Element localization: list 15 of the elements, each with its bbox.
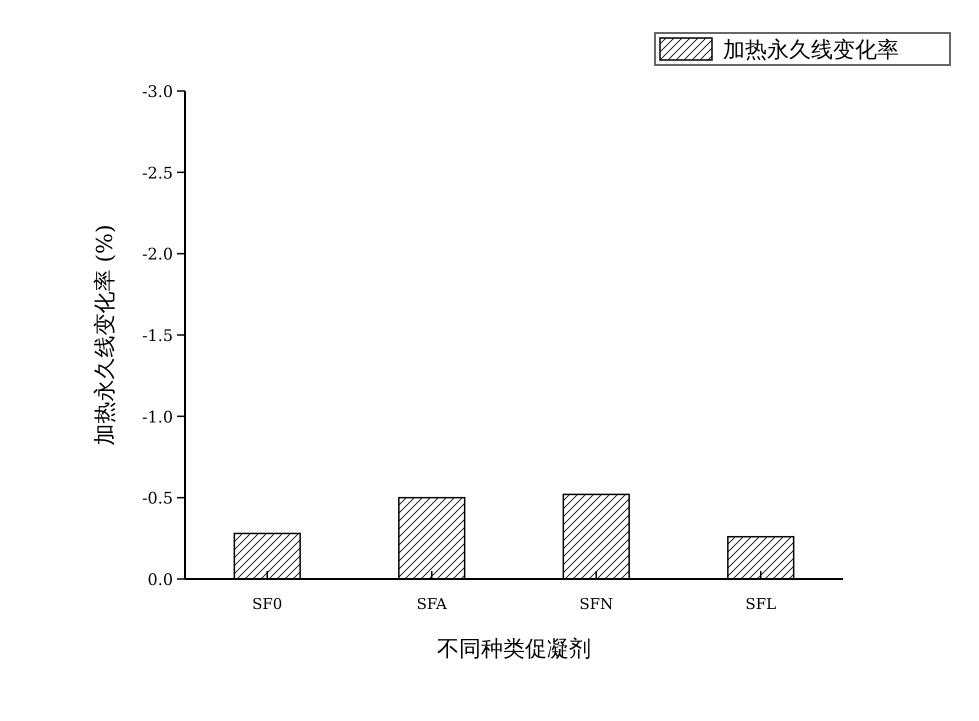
x-tick-label: SFL	[745, 595, 776, 613]
x-axis-title: 不同种类促凝剂	[437, 637, 591, 662]
y-axis-title: 加热永久线变化率 (%)	[93, 224, 118, 446]
y-tick-label: -2.0	[142, 244, 173, 264]
y-tick-label: -0.5	[142, 488, 173, 508]
x-tick-label: SFN	[579, 595, 614, 613]
y-tick-label: -1.0	[142, 407, 173, 426]
legend-label: 加热永久线变化率	[723, 38, 899, 63]
legend: 加热永久线变化率	[654, 32, 951, 66]
y-tick-label: 0.0	[148, 570, 173, 589]
y-tick-label: -2.5	[142, 163, 173, 182]
y-tick-label: -1.5	[142, 326, 173, 345]
y-tick-label: -3.0	[142, 82, 173, 101]
x-tick-label: SF0	[252, 595, 282, 613]
x-tick-label: SFA	[416, 595, 448, 613]
